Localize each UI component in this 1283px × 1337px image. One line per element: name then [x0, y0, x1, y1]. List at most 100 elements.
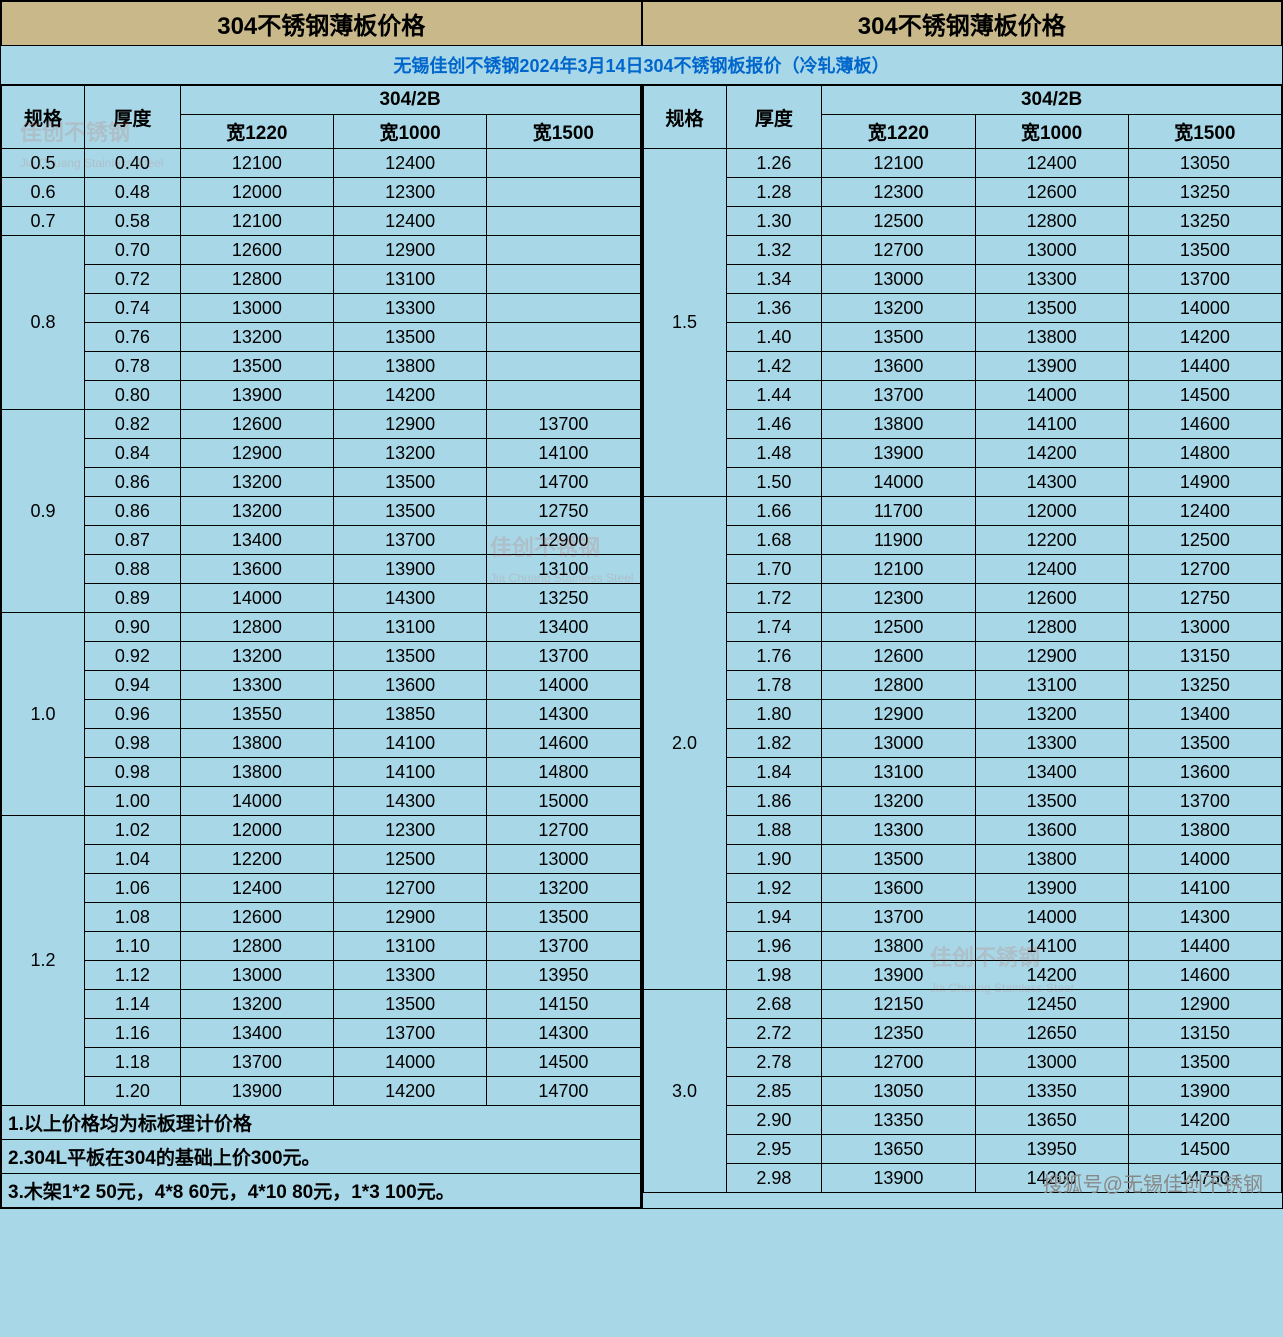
- price-cell: 14200: [975, 961, 1128, 990]
- price-cell: 14600: [1128, 410, 1281, 439]
- price-cell: 13500: [822, 845, 975, 874]
- table-row: 1.10128001310013700: [2, 932, 641, 961]
- table-row: 1.34130001330013700: [643, 265, 1282, 294]
- thickness-cell: 1.90: [726, 845, 822, 874]
- price-cell: 13500: [975, 787, 1128, 816]
- price-cell: 12600: [975, 584, 1128, 613]
- price-cell: 14200: [334, 381, 487, 410]
- price-cell: 13700: [822, 381, 975, 410]
- title-right: 304不锈钢薄板价格: [642, 1, 1283, 46]
- price-cell: 12600: [180, 410, 333, 439]
- price-cell: 14500: [1128, 381, 1281, 410]
- table-row: 2.95136501395014500: [643, 1135, 1282, 1164]
- price-cell: 13050: [822, 1077, 975, 1106]
- price-cell: 13700: [180, 1048, 333, 1077]
- price-cell: 13800: [822, 932, 975, 961]
- price-cell: 13600: [180, 555, 333, 584]
- price-cell: 14300: [975, 468, 1128, 497]
- price-cell: 12500: [1128, 526, 1281, 555]
- price-cell: 12650: [975, 1019, 1128, 1048]
- table-row: 1.68119001220012500: [643, 526, 1282, 555]
- price-cell: 12400: [1128, 497, 1281, 526]
- price-cell: 14200: [975, 439, 1128, 468]
- spec-cell: 1.0: [2, 613, 85, 816]
- price-cell: 13900: [822, 1164, 975, 1193]
- thickness-cell: 1.76: [726, 642, 822, 671]
- price-cell: 13200: [180, 323, 333, 352]
- table-row: 1.00140001430015000: [2, 787, 641, 816]
- price-cell: 13800: [975, 845, 1128, 874]
- price-cell: 13900: [180, 1077, 333, 1106]
- thickness-cell: 1.12: [85, 961, 181, 990]
- price-cell: 13000: [180, 961, 333, 990]
- price-cell: 14400: [1128, 932, 1281, 961]
- right-table: 规格 厚度 304/2B 宽1220 宽1000 宽1500 1.51.2612…: [643, 85, 1283, 1193]
- table-row: 1.04122001250013000: [2, 845, 641, 874]
- thickness-cell: 0.96: [85, 700, 181, 729]
- spec-cell: 0.8: [2, 236, 85, 410]
- thickness-cell: 1.68: [726, 526, 822, 555]
- price-cell: 13200: [334, 439, 487, 468]
- price-cell: [487, 352, 640, 381]
- table-row: 1.18137001400014500: [2, 1048, 641, 1077]
- col-w1220: 宽1220: [180, 115, 333, 149]
- price-cell: 12800: [975, 207, 1128, 236]
- thickness-cell: 0.76: [85, 323, 181, 352]
- table-row: 0.801390014200: [2, 381, 641, 410]
- price-cell: 13200: [180, 468, 333, 497]
- col-spec: 规格: [2, 86, 85, 149]
- thickness-cell: 0.48: [85, 178, 181, 207]
- price-cell: 13700: [334, 1019, 487, 1048]
- price-cell: 12700: [1128, 555, 1281, 584]
- thickness-cell: 0.98: [85, 729, 181, 758]
- thickness-cell: 1.32: [726, 236, 822, 265]
- table-row: 1.72123001260012750: [643, 584, 1282, 613]
- thickness-cell: 1.94: [726, 903, 822, 932]
- price-cell: 12750: [487, 497, 640, 526]
- thickness-cell: 1.18: [85, 1048, 181, 1077]
- price-cell: 13250: [1128, 207, 1281, 236]
- table-row: 1.30125001280013250: [643, 207, 1282, 236]
- table-row: 0.761320013500: [2, 323, 641, 352]
- price-cell: 13200: [487, 874, 640, 903]
- price-cell: 14800: [1128, 439, 1281, 468]
- price-cell: 13000: [1128, 613, 1281, 642]
- thickness-cell: 1.20: [85, 1077, 181, 1106]
- price-cell: 13500: [822, 323, 975, 352]
- thickness-cell: 1.16: [85, 1019, 181, 1048]
- price-cell: 12700: [334, 874, 487, 903]
- table-row: 1.90135001380014000: [643, 845, 1282, 874]
- table-row: 1.70121001240012700: [643, 555, 1282, 584]
- price-cell: 13800: [334, 352, 487, 381]
- price-cell: 12600: [180, 903, 333, 932]
- thickness-cell: 1.82: [726, 729, 822, 758]
- price-cell: [487, 265, 640, 294]
- thickness-cell: 0.89: [85, 584, 181, 613]
- table-row: 1.12130001330013950: [2, 961, 641, 990]
- price-cell: 13550: [180, 700, 333, 729]
- thickness-cell: 2.95: [726, 1135, 822, 1164]
- price-cell: 14100: [1128, 874, 1281, 903]
- price-cell: 13100: [334, 932, 487, 961]
- col-finish: 304/2B: [180, 86, 640, 115]
- price-cell: 12300: [334, 178, 487, 207]
- col-w1500: 宽1500: [1128, 115, 1281, 149]
- table-row: 1.50140001430014900: [643, 468, 1282, 497]
- price-cell: [487, 207, 640, 236]
- thickness-cell: 0.82: [85, 410, 181, 439]
- price-cell: 13400: [975, 758, 1128, 787]
- price-cell: 13700: [487, 932, 640, 961]
- price-cell: 13200: [180, 497, 333, 526]
- price-cell: 12450: [975, 990, 1128, 1019]
- price-cell: 13200: [822, 294, 975, 323]
- title-row: 304不锈钢薄板价格 304不锈钢薄板价格: [1, 1, 1282, 46]
- price-cell: 13500: [180, 352, 333, 381]
- col-w1000: 宽1000: [334, 115, 487, 149]
- price-cell: 13900: [822, 961, 975, 990]
- price-cell: [487, 381, 640, 410]
- table-row: 1.84131001340013600: [643, 758, 1282, 787]
- col-spec: 规格: [643, 86, 726, 149]
- thickness-cell: 2.78: [726, 1048, 822, 1077]
- table-row: 2.90133501365014200: [643, 1106, 1282, 1135]
- price-cell: 14500: [1128, 1135, 1281, 1164]
